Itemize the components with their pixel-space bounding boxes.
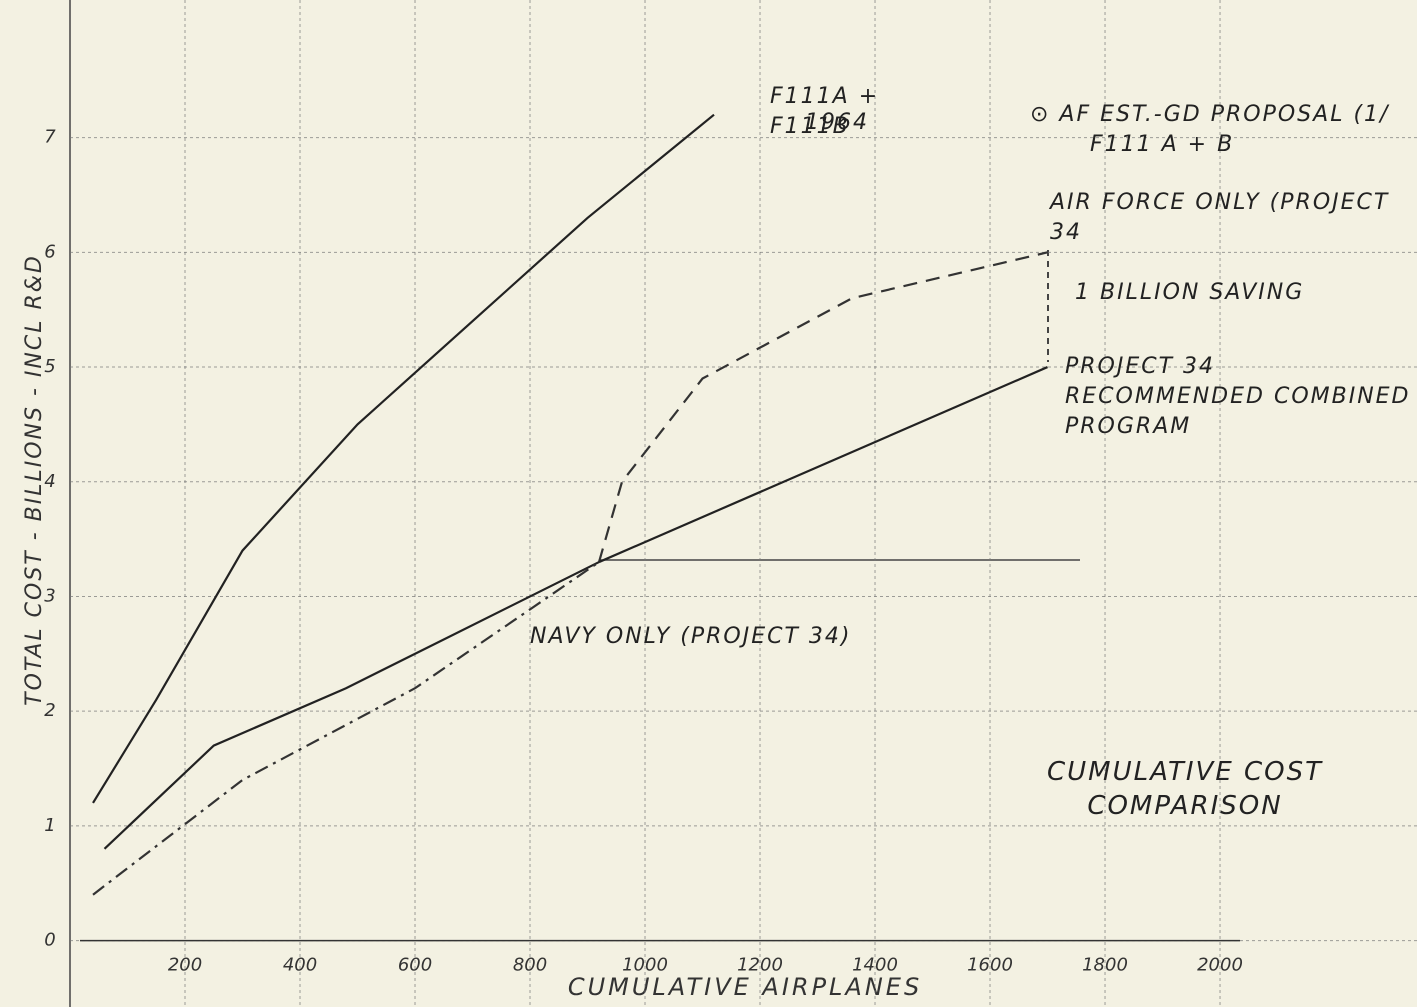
series-label: AIR FORCE ONLY (PROJECT 34: [1050, 190, 1390, 245]
x-tick-label: 1600: [967, 955, 1013, 976]
y-tick-label: 0: [44, 930, 55, 951]
y-tick-label: 6: [44, 241, 55, 262]
series-line: [598, 366, 1048, 564]
x-tick-label: 1000: [622, 955, 668, 976]
annotation: 1 BILLION SAVING: [1075, 280, 1305, 305]
x-tick-label: 1400: [852, 955, 898, 976]
annotation: F111 A + B: [1090, 132, 1235, 157]
x-tick-label: 600: [398, 955, 432, 976]
series-label: F111A + F111B: [770, 84, 880, 139]
series-label: NAVY ONLY (PROJECT 34): [530, 624, 852, 649]
y-axis-label: TOTAL COST - BILLIONS - INCL R&D: [22, 254, 47, 706]
y-tick-label: 4: [44, 471, 55, 492]
annotation: ⊙ AF EST.-GD PROPOSAL (1/: [1030, 102, 1390, 127]
y-tick-label: 1: [44, 815, 55, 836]
series-line: [597, 251, 1048, 563]
x-tick-label: 800: [513, 955, 547, 976]
x-tick-label: 1200: [737, 955, 783, 976]
series-line: [103, 561, 600, 850]
x-tick-label: 400: [283, 955, 317, 976]
y-tick-label: 2: [44, 700, 55, 721]
annotation: 1964: [805, 110, 869, 135]
chart-title: CUMULATIVE COST COMPARISON: [1046, 757, 1324, 821]
y-tick-label: 5: [44, 356, 55, 377]
x-tick-label: 200: [168, 955, 202, 976]
series-line: [92, 113, 715, 804]
y-tick-label: 7: [44, 127, 56, 148]
y-tick-label: 3: [44, 585, 55, 606]
x-tick-label: 2000: [1197, 955, 1243, 976]
x-axis-label: CUMULATIVE AIRPLANES: [568, 973, 922, 1001]
x-tick-label: 1800: [1082, 955, 1128, 976]
series-line: [92, 561, 600, 896]
series-label: PROJECT 34 RECOMMENDED COMBINED PROGRAM: [1065, 354, 1411, 439]
